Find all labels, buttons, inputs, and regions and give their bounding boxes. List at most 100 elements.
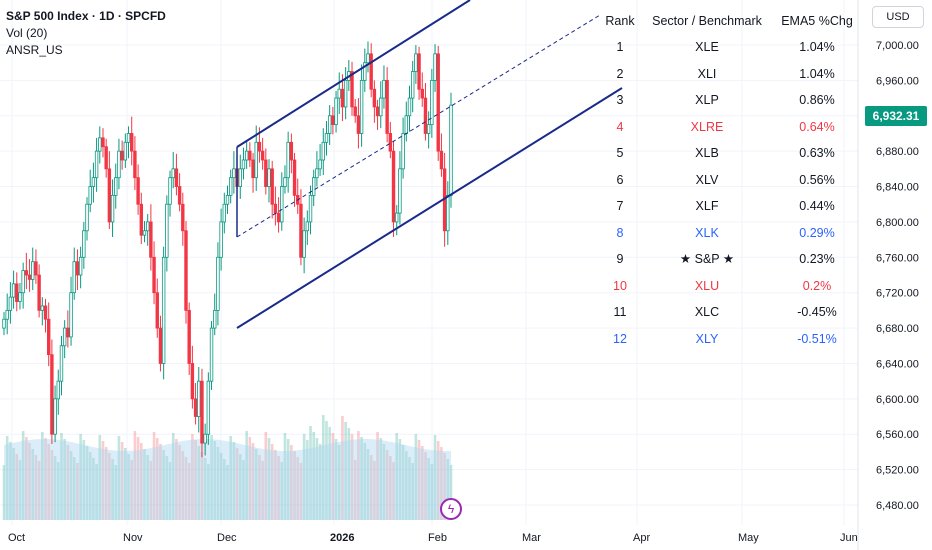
x-tick-label: Dec: [217, 532, 237, 544]
rank-cell: 12: [613, 331, 627, 346]
volume-bar: [187, 463, 191, 520]
ema-cell: 0.23%: [799, 252, 835, 266]
ema-cell: 0.64%: [799, 119, 835, 134]
volume-bar: [9, 442, 12, 520]
candle-body: [152, 256, 156, 294]
candle-body: [385, 79, 389, 134]
candle-body: [181, 203, 185, 232]
table-row: 3 XLP 0.86%: [598, 87, 862, 114]
ema-cell: 0.29%: [799, 225, 835, 240]
volume-bar: [325, 421, 328, 520]
x-tick-label: Feb: [428, 532, 447, 544]
x-tick-label: Jun: [840, 532, 858, 544]
channel-mid-line[interactable]: [236, 14, 601, 238]
candle-body: [449, 104, 453, 196]
candle-body: [37, 274, 41, 311]
lightning-icon[interactable]: ϟ: [440, 498, 462, 520]
candle-body: [254, 141, 258, 179]
volume-bar: [449, 465, 453, 520]
volume-bar: [420, 446, 424, 520]
indicator-label[interactable]: ANSR_US: [6, 43, 63, 57]
candle-body: [190, 363, 195, 400]
candle-body: [117, 150, 121, 179]
candle-body: [299, 203, 303, 258]
volume-bar: [363, 443, 367, 520]
y-tick-label: 6,520.00: [876, 465, 919, 477]
volume-bar: [136, 437, 140, 520]
candle-body: [200, 380, 204, 444]
volume-bar: [47, 444, 50, 520]
currency-selector[interactable]: USD: [872, 6, 924, 28]
candle-body: [120, 150, 124, 161]
candle-body: [286, 141, 290, 179]
x-tick-label: Mar: [522, 532, 541, 544]
symbol-title[interactable]: S&P 500 Index · 1D · SPCFD: [6, 9, 166, 23]
candle-body: [101, 137, 105, 148]
candle-body: [171, 168, 175, 179]
x-tick-label: Apr: [633, 532, 650, 544]
candle-body: [43, 305, 48, 320]
volume-bar: [108, 453, 111, 520]
candle-body: [139, 203, 143, 236]
candle-body: [216, 256, 220, 311]
candle-body: [11, 283, 16, 298]
candle-body: [283, 177, 287, 187]
candle-body: [85, 203, 89, 232]
candle-body: [340, 88, 345, 108]
candle-body: [2, 318, 6, 329]
channel-upper-line[interactable]: [236, 0, 471, 148]
candle-body: [88, 186, 92, 205]
volume-bar: [312, 432, 316, 520]
candle-body: [69, 292, 73, 338]
volume-bar: [293, 451, 296, 520]
volume-indicator-label[interactable]: Vol (20): [6, 26, 48, 40]
candle-body: [110, 194, 115, 223]
volume-bar: [159, 444, 162, 520]
volume-bar: [328, 427, 331, 520]
volume-bar: [286, 439, 290, 520]
y-tick-label: 6,760.00: [876, 252, 919, 264]
volume-bar: [213, 441, 217, 520]
candle-body: [350, 71, 354, 108]
candle-body: [369, 53, 373, 90]
volume-bar: [389, 456, 392, 520]
volume-bar: [63, 439, 66, 520]
x-tick-label: May: [738, 532, 759, 544]
rank-cell: 9: [616, 252, 624, 266]
volume-bar: [34, 455, 38, 520]
volume-bar: [290, 445, 293, 520]
table-row: 1 XLE 1.04%: [598, 34, 862, 61]
sector-ranking-table: Rank Sector / Benchmark EMA5 %Chg 1 XLE 1.…: [598, 8, 862, 352]
volume-bar: [139, 443, 143, 520]
volume-bar: [41, 432, 44, 520]
volume-bar: [226, 465, 229, 520]
rank-cell: 6: [616, 172, 624, 187]
volume-bar: [392, 462, 395, 520]
volume-bar: [264, 432, 268, 520]
ema-cell: 1.04%: [799, 66, 835, 81]
volume-bar: [347, 428, 351, 520]
volume-bar: [207, 464, 210, 520]
candle-body: [407, 97, 412, 117]
sector-cell: XLE: [695, 40, 719, 54]
candle-body: [423, 97, 428, 134]
candle-body: [260, 150, 265, 161]
candle-body: [213, 309, 217, 329]
volume-bar: [274, 450, 277, 520]
volume-bar: [92, 458, 95, 520]
candle-body: [225, 194, 230, 205]
volume-bar: [248, 437, 252, 520]
volume-bar: [331, 433, 335, 520]
volume-bar: [280, 462, 284, 520]
volume-bar: [104, 447, 108, 520]
ema-cell: -0.51%: [797, 331, 837, 346]
candle-body: [94, 150, 99, 179]
channel-lower-line[interactable]: [236, 87, 623, 329]
candle-body: [47, 318, 51, 356]
candle-body: [356, 115, 361, 134]
candle-body: [289, 141, 294, 161]
candle-body: [391, 150, 396, 223]
candle-body: [206, 380, 211, 435]
candle-body: [372, 88, 377, 108]
